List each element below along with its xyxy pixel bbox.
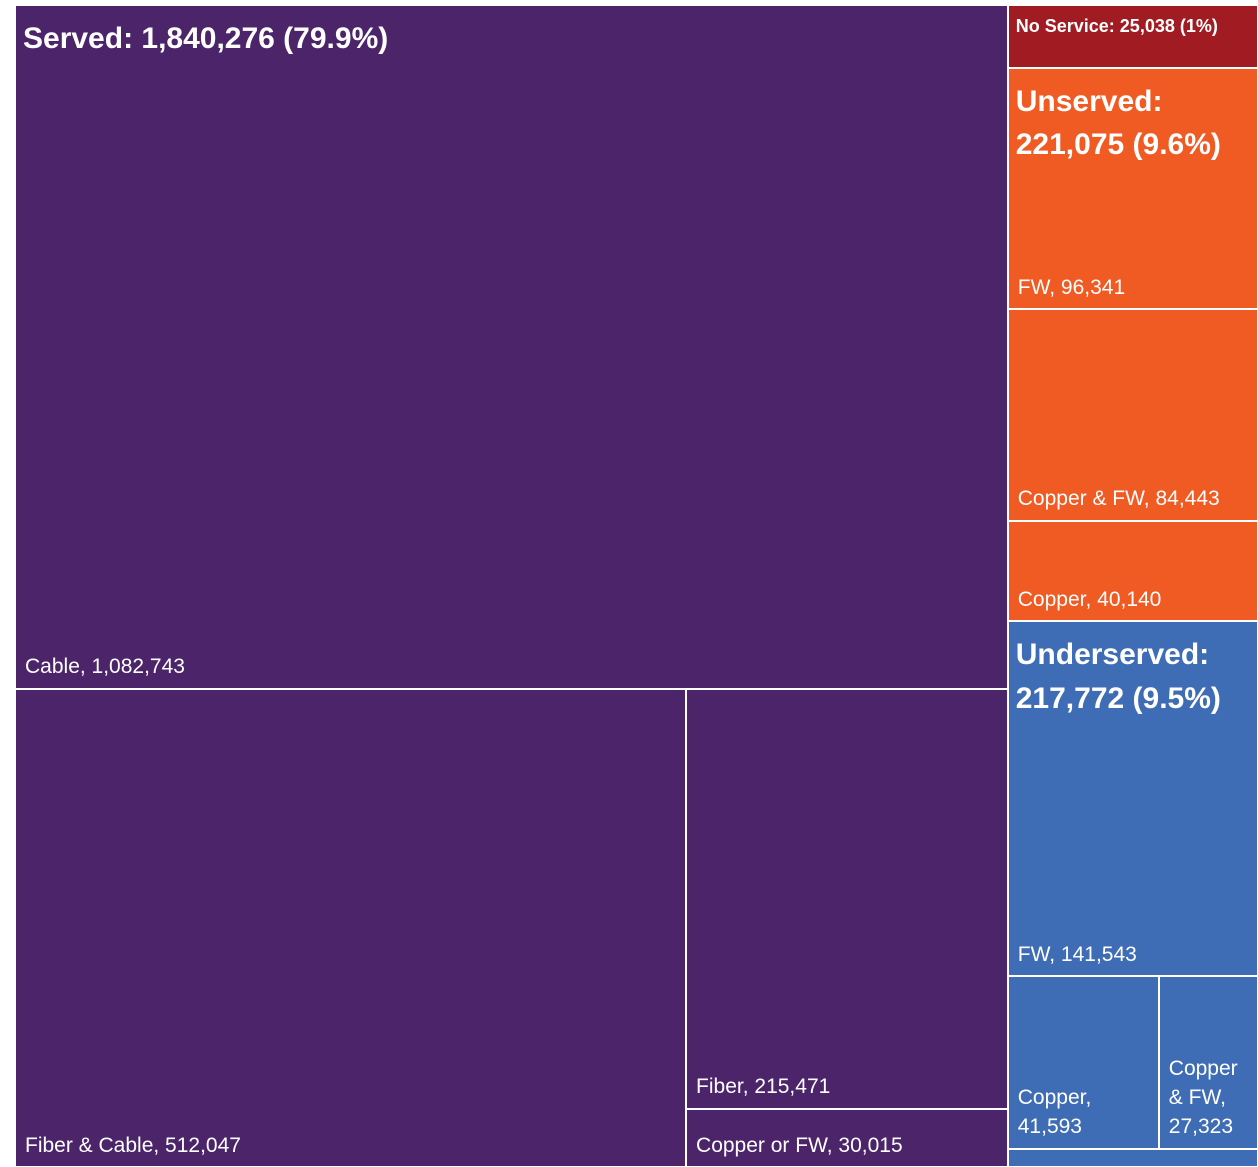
group-label: No Service: 25,038 (1%) bbox=[1015, 16, 1218, 36]
leaf-cell: Copper, 41,593 bbox=[1007, 976, 1159, 1149]
leaf-cell: FW, 96,341 bbox=[1007, 67, 1258, 310]
leaf-label: FW, 96,341 bbox=[1017, 275, 1126, 299]
leaf-cell: Fiber, 215,471 bbox=[686, 688, 1008, 1109]
leaf-label: Fiber & Cable, 512,047 bbox=[25, 1133, 241, 1157]
leaf-label: Fiber, 215,471 bbox=[696, 1075, 831, 1099]
leaf-label: Copper & FW, 27,323 bbox=[1168, 1056, 1238, 1139]
leaf-cell: Copper or FW, 30,015 bbox=[686, 1108, 1008, 1167]
leaf-cell: Copper & FW, 27,323 bbox=[1158, 976, 1258, 1149]
leaf-label: Cable, 1,082,743 bbox=[25, 655, 185, 679]
group-label: Underserved: 217,772 (9.5%) bbox=[1015, 638, 1221, 715]
leaf-label: Copper, 41,593 bbox=[1017, 1085, 1092, 1139]
leaf-cell: Copper, 40,140 bbox=[1007, 520, 1258, 622]
leaf-cell: FW, 141,543 bbox=[1007, 621, 1258, 977]
leaf-label: FW, 141,543 bbox=[1017, 942, 1137, 966]
leaf-cell: Copper & FW, 84,443 bbox=[1007, 309, 1258, 521]
leaf-label: Copper or FW, 30,015 bbox=[696, 1133, 903, 1157]
group-label: Served: 1,840,276 (79.9%) bbox=[23, 22, 389, 55]
group-cell bbox=[1007, 5, 1258, 68]
leaf-label: Copper & FW, 84,443 bbox=[1017, 487, 1220, 511]
leaf-cell bbox=[1007, 1148, 1258, 1167]
leaf-cell: Fiber & Cable, 512,047 bbox=[15, 688, 687, 1167]
leaf-label: Copper, 40,140 bbox=[1017, 588, 1162, 612]
leaf-cell: Cable, 1,082,743 bbox=[15, 5, 1008, 689]
group-label: Unserved: 221,075 (9.6%) bbox=[1015, 84, 1221, 162]
